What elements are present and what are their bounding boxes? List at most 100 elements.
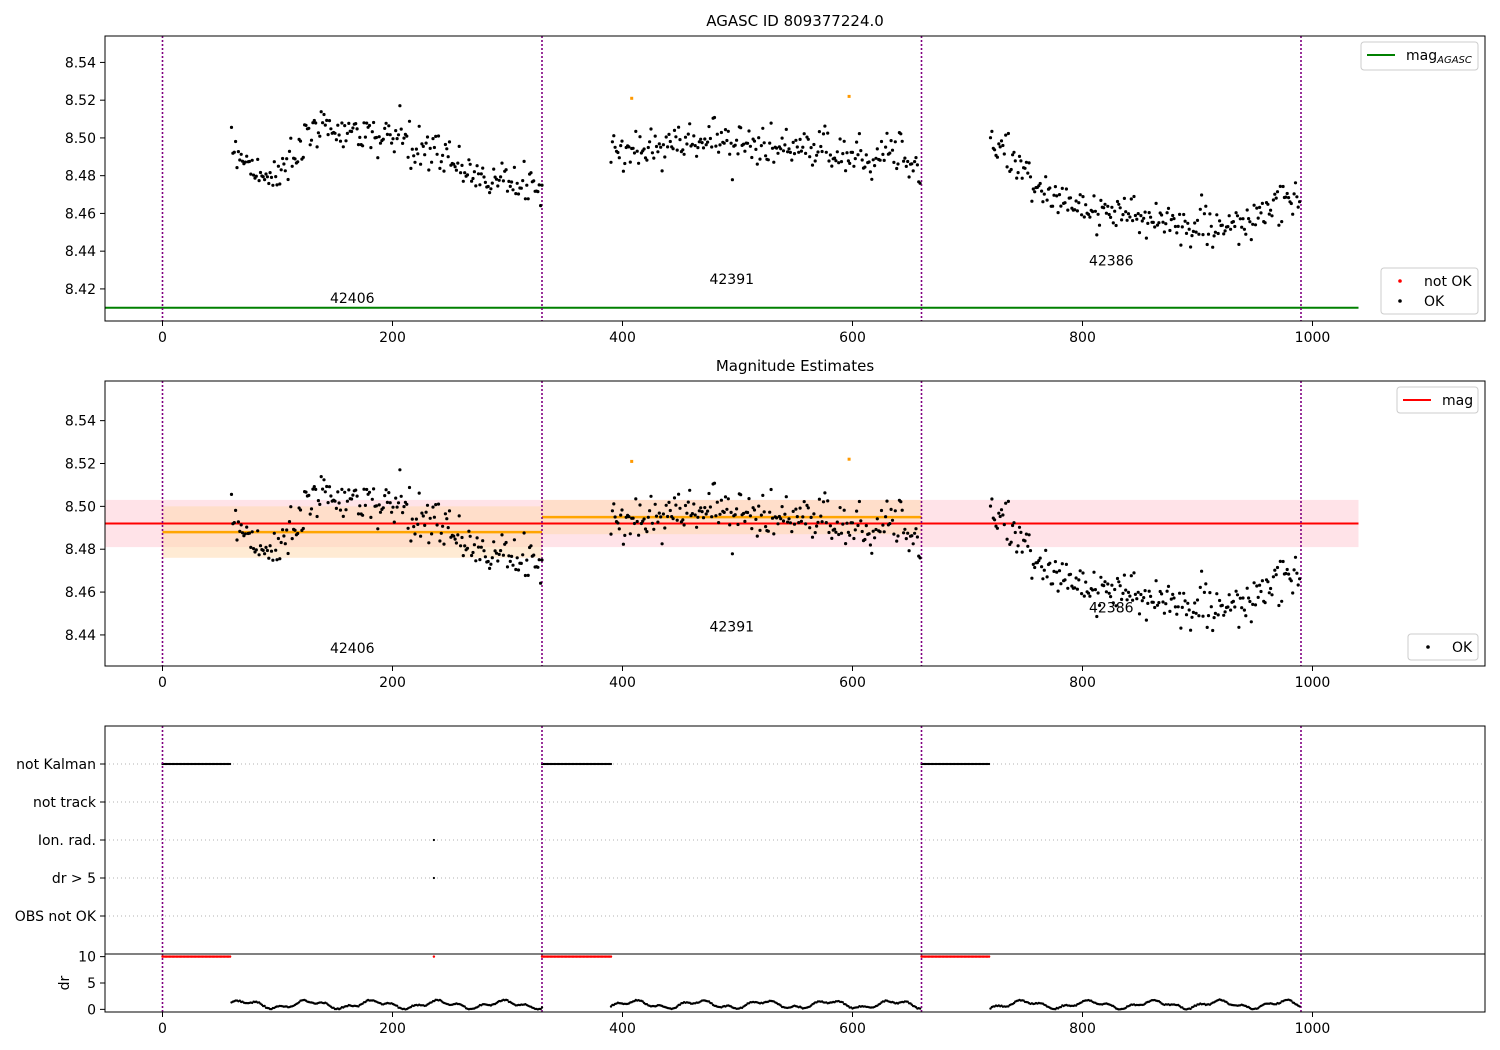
top-ok-point [350,129,354,134]
middle-ok-point [1180,605,1184,610]
middle-ok-point [269,549,274,553]
top-ok-point [1091,210,1095,214]
top-ok-point [254,174,258,178]
top-ok-point [848,161,852,165]
middle-ok-point [290,537,294,541]
top-ok-point [1122,196,1126,200]
dr-saturated-point [228,955,232,958]
top-ok-point [757,136,761,140]
middle-ok-point [650,521,655,525]
middle-ok-point [326,501,330,505]
middle-ok-point [857,499,862,504]
top-ok-point [1162,230,1166,234]
top-ok-point [323,123,327,127]
middle-ok-point [457,514,461,518]
top-ok-point [345,131,349,135]
dr-point [1279,1001,1282,1005]
top-ok-point [285,157,289,161]
top-ok-point [714,144,718,148]
top-ok-point [1259,211,1263,215]
top-ok-point [1189,245,1193,249]
middle-ok-point [1042,568,1046,572]
top-ok-point [645,158,649,162]
top-ok-point [314,121,318,125]
middle-ok-point [1055,570,1059,574]
top-ok-point [799,149,804,153]
middle-ok-point [470,553,474,558]
middle-ok-point [736,522,740,527]
top-ok-point [286,177,290,182]
top-ok-point [1118,206,1122,210]
top-ok-point [384,121,388,125]
top-ok-point [988,136,993,140]
top-ok-point [347,121,351,125]
top-ok-point [1129,197,1133,201]
top-ok-point [746,141,750,145]
top-ok-point [1084,203,1088,207]
middle-ok-point [385,500,389,504]
middle-ok-point [621,542,626,546]
top-ok-point [472,170,476,174]
top-ok-point [441,153,445,157]
top-ok-point [312,118,316,123]
middle-ok-point [637,533,641,537]
top-ok-point [678,138,682,142]
top-ok-point [1060,186,1064,190]
middle-ok-point [903,527,907,531]
top-ok-point [275,183,279,187]
middle-ok-point [695,525,699,529]
top-ok-point [296,160,300,164]
top-ok-point [609,160,613,164]
flag-row-label: dr > 5 [52,871,96,887]
top-ok-point [1015,176,1019,180]
middle-ok-point [726,497,730,501]
middle-ok-point [1146,601,1150,606]
middle-ok-point [486,559,490,564]
top-ok-point [826,131,830,135]
middle-ok-point [472,543,476,547]
dr-xtick-label: 800 [1069,1021,1096,1037]
middle-ok-point [504,540,508,545]
top-ok-point [471,176,475,181]
middle-ok-point [396,501,401,505]
middle-ok-point [419,534,423,538]
top-ytick-label: 8.48 [65,169,96,185]
top-ok-point [428,146,432,150]
top-ok-point [790,158,794,162]
middle-ok-point [867,532,871,536]
middle-ok-point [1045,575,1049,579]
top-ok-point [537,183,541,187]
middle-ok-point [841,522,845,526]
middle-ok-point [465,546,470,550]
top-ok-point [289,136,293,140]
top-ok-point [1285,191,1289,196]
middle-ok-point [229,492,234,496]
middle-ok-point [1227,593,1231,597]
middle-ok-point [1242,608,1246,612]
middle-ok-point [776,522,780,526]
middle-ok-point [848,533,852,537]
top-ok-point [1055,194,1059,198]
middle-ok-point [307,493,311,497]
top-ok-point [319,110,323,114]
middle-ok-point [683,503,688,508]
top-xtick-label: 600 [839,330,866,346]
top-ok-point [343,124,347,128]
middle-ok-point [1102,584,1106,588]
middle-ok-point [1193,601,1197,605]
top-ok-point [1204,204,1208,208]
middle-ok-point [1056,589,1060,593]
top-ok-point [1063,201,1067,205]
middle-ok-point [1155,603,1160,607]
top-ok-point [361,144,365,148]
top-ok-point [1097,223,1102,227]
top-ok-point [505,189,510,193]
legend-ok-label: OK [1424,294,1445,310]
middle-ok-point [475,536,479,540]
middle-ok-point [402,505,406,509]
middle-ok-point [261,548,265,553]
middle-ok-point [871,529,875,533]
top-ok-point [819,144,823,149]
top-ok-point [405,134,409,138]
top-ok-point [649,127,653,131]
